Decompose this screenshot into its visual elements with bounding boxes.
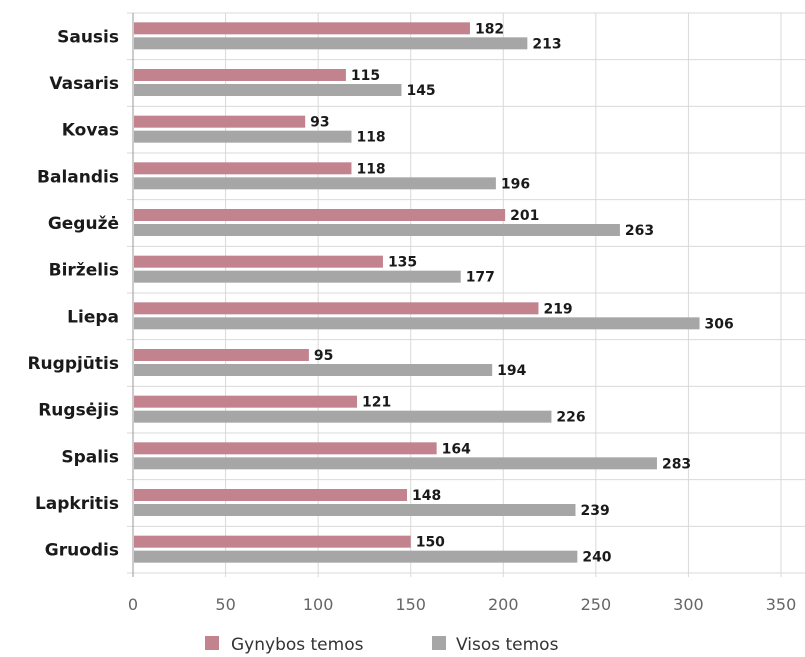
data-label-visos: 194 — [497, 363, 526, 379]
category-label: Rugsėjis — [38, 401, 119, 421]
bar-gynybos — [134, 535, 411, 548]
data-label-gynybos: 150 — [416, 535, 445, 551]
category-separators — [127, 12, 805, 574]
category-label: Gegužė — [48, 214, 119, 234]
bar-visos — [134, 504, 576, 516]
category-label: Birželis — [49, 261, 119, 281]
x-tick-label-300: 300 — [673, 595, 704, 614]
bar-gynybos — [134, 255, 383, 268]
bar-visos — [134, 457, 657, 470]
bar-gynybos — [134, 115, 306, 128]
bar-gynybos — [134, 22, 470, 35]
data-label-gynybos: 95 — [314, 348, 333, 364]
bar-gynybos — [134, 209, 506, 221]
data-label-visos: 226 — [556, 410, 585, 426]
data-label-visos: 145 — [406, 83, 435, 99]
x-tick-label-200: 200 — [488, 595, 519, 614]
legend-label-visos: Visos temos — [456, 635, 559, 655]
bar-gynybos — [134, 489, 408, 501]
bar-gynybos — [134, 162, 352, 175]
bars — [134, 22, 700, 563]
data-label-gynybos: 219 — [543, 301, 572, 317]
x-tick-label-50: 50 — [215, 595, 235, 614]
data-label-gynybos: 201 — [510, 208, 539, 224]
bar-visos — [134, 364, 493, 376]
data-label-visos: 263 — [625, 223, 654, 239]
bar-visos — [134, 224, 620, 236]
data-label-visos: 283 — [662, 456, 691, 472]
data-label-visos: 196 — [501, 176, 530, 192]
legend-swatch-visos — [432, 636, 446, 650]
data-label-visos: 306 — [705, 316, 734, 332]
x-tick-label-150: 150 — [395, 595, 426, 614]
legend-swatch-gynybos — [205, 636, 219, 650]
x-tick-label-100: 100 — [303, 595, 334, 614]
data-label-gynybos: 118 — [356, 161, 385, 177]
bar-gynybos — [134, 69, 346, 81]
data-label-visos: 118 — [356, 130, 385, 146]
bar-visos — [134, 410, 552, 423]
bar-gynybos — [134, 442, 437, 455]
data-label-gynybos: 93 — [310, 115, 329, 131]
bar-gynybos — [134, 349, 309, 361]
grid-lines — [225, 13, 782, 577]
data-label-gynybos: 148 — [412, 488, 441, 504]
data-label-gynybos: 164 — [442, 441, 471, 457]
bar-visos — [134, 317, 700, 330]
bar-visos — [134, 37, 528, 50]
data-label-visos: 240 — [582, 550, 611, 566]
bar-visos — [134, 84, 402, 96]
category-label: Lapkritis — [35, 494, 119, 514]
bar-visos — [134, 130, 352, 143]
category-label: Kovas — [62, 121, 119, 141]
data-label-gynybos: 115 — [351, 68, 380, 84]
category-label: Rugpjūtis — [27, 354, 119, 374]
category-label: Sausis — [57, 27, 119, 47]
category-label: Spalis — [61, 447, 119, 467]
x-tick-label-0: 0 — [128, 595, 138, 614]
data-label-gynybos: 135 — [388, 255, 417, 271]
category-label: Gruodis — [45, 541, 119, 561]
data-label-visos: 177 — [466, 270, 495, 286]
data-label-visos: 239 — [580, 503, 609, 519]
x-tick-label-250: 250 — [581, 595, 612, 614]
legend-label-gynybos: Gynybos temos — [231, 635, 364, 655]
bar-gynybos — [134, 302, 539, 315]
category-label: Balandis — [37, 167, 119, 187]
bar-gynybos — [134, 395, 358, 408]
bar-visos — [134, 177, 496, 190]
category-label: Vasaris — [49, 74, 119, 94]
x-tick-label-350: 350 — [766, 595, 797, 614]
bar-visos — [134, 550, 578, 563]
labels: 0 50 100 150 200 250 300 350 Sausis 182 213 Vasaris… — [27, 21, 796, 614]
data-label-gynybos: 182 — [475, 21, 504, 37]
data-label-gynybos: 121 — [362, 395, 391, 411]
category-label: Liepa — [67, 307, 119, 327]
legend: Gynybos temos Visos temos — [205, 635, 559, 655]
bar-visos — [134, 270, 461, 283]
data-label-visos: 213 — [532, 36, 561, 52]
